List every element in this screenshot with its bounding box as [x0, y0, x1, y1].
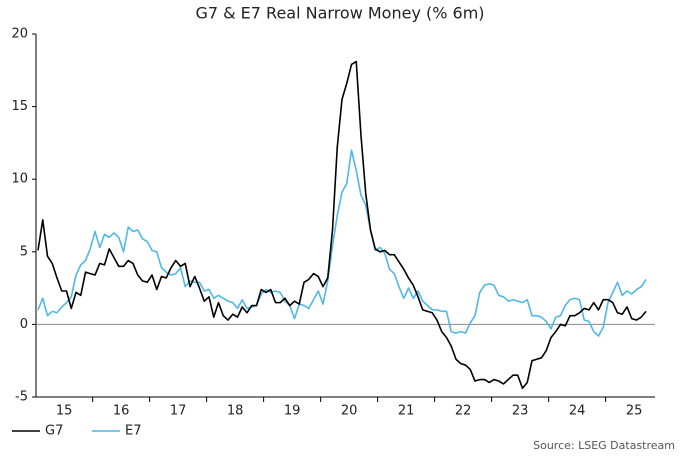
series-line [37, 60, 647, 390]
x-tick-label: 20 [341, 404, 358, 419]
x-tick-label: 21 [398, 404, 415, 419]
y-tick-label: 0 [20, 317, 28, 332]
y-tick-label: 5 [20, 244, 28, 259]
x-tick-label: 22 [455, 404, 472, 419]
x-tick-label: 19 [284, 404, 301, 419]
legend-label: E7 [125, 424, 142, 439]
legend-label: G7 [45, 424, 63, 439]
x-tick-label: 18 [227, 404, 244, 419]
y-tick-label: 20 [11, 27, 28, 42]
y-tick-label: 15 [11, 99, 28, 114]
chart-title: G7 & E7 Real Narrow Money (% 6m) [195, 4, 484, 23]
x-tick-label: 23 [512, 404, 529, 419]
series-line [37, 149, 647, 337]
y-tick-label: 10 [11, 172, 28, 187]
source-note: Source: LSEG Datastream [533, 439, 675, 452]
x-tick-label: 25 [626, 404, 643, 419]
x-tick-label: 24 [569, 404, 586, 419]
x-tick-label: 17 [170, 404, 187, 419]
x-tick-label: 16 [113, 404, 130, 419]
y-tick-label: -5 [15, 390, 28, 405]
x-tick-label: 15 [56, 404, 73, 419]
